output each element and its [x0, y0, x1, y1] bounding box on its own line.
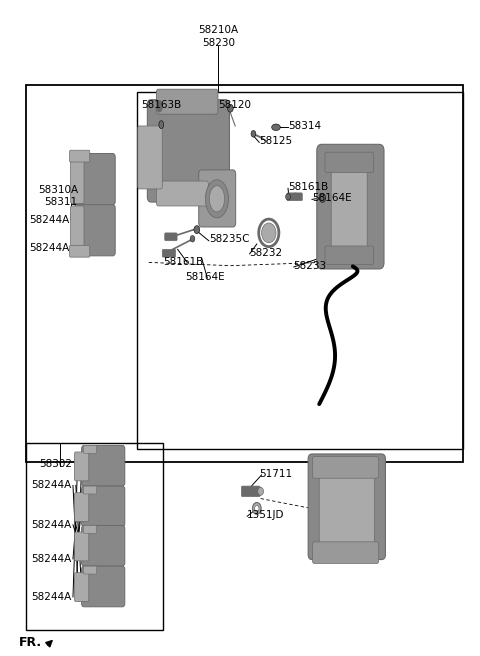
Ellipse shape: [272, 124, 280, 131]
FancyBboxPatch shape: [82, 445, 125, 486]
Ellipse shape: [258, 487, 264, 495]
Ellipse shape: [228, 104, 233, 112]
Ellipse shape: [205, 180, 228, 218]
Ellipse shape: [254, 505, 259, 512]
Text: 58163B: 58163B: [142, 100, 182, 110]
Text: 58164E: 58164E: [312, 193, 352, 203]
Text: 58310A: 58310A: [38, 185, 79, 195]
FancyBboxPatch shape: [84, 566, 96, 574]
Bar: [137, 92, 463, 449]
Text: 1351JD: 1351JD: [247, 510, 285, 520]
FancyBboxPatch shape: [308, 454, 385, 560]
Text: 58302: 58302: [39, 459, 72, 470]
Ellipse shape: [209, 186, 225, 212]
Ellipse shape: [190, 236, 195, 242]
FancyBboxPatch shape: [74, 154, 115, 205]
Ellipse shape: [262, 223, 276, 243]
FancyBboxPatch shape: [147, 100, 229, 202]
Text: 58120: 58120: [218, 100, 252, 110]
Text: FR.: FR.: [19, 636, 42, 649]
Ellipse shape: [156, 100, 162, 112]
Ellipse shape: [252, 502, 261, 514]
Ellipse shape: [159, 121, 164, 129]
FancyBboxPatch shape: [82, 486, 125, 527]
Text: 58164E: 58164E: [185, 272, 225, 282]
FancyBboxPatch shape: [82, 525, 125, 566]
FancyBboxPatch shape: [74, 573, 89, 602]
FancyBboxPatch shape: [312, 542, 379, 564]
FancyBboxPatch shape: [331, 171, 367, 249]
FancyBboxPatch shape: [74, 493, 89, 522]
Text: 58161B: 58161B: [163, 257, 204, 268]
Text: 58244A: 58244A: [31, 480, 72, 491]
FancyBboxPatch shape: [82, 566, 125, 607]
Text: 58314: 58314: [288, 121, 321, 131]
FancyBboxPatch shape: [317, 144, 384, 269]
FancyBboxPatch shape: [156, 181, 208, 206]
FancyBboxPatch shape: [84, 525, 96, 533]
FancyBboxPatch shape: [287, 193, 302, 201]
FancyBboxPatch shape: [241, 486, 260, 497]
Bar: [26, 85, 463, 462]
Text: 58244A: 58244A: [29, 215, 69, 225]
FancyBboxPatch shape: [312, 457, 379, 478]
FancyBboxPatch shape: [74, 205, 115, 256]
Text: 51711: 51711: [259, 468, 292, 479]
FancyBboxPatch shape: [325, 246, 373, 264]
FancyBboxPatch shape: [162, 249, 176, 257]
FancyBboxPatch shape: [325, 152, 373, 173]
Text: 58244A: 58244A: [29, 243, 69, 253]
FancyBboxPatch shape: [199, 170, 236, 227]
Ellipse shape: [286, 194, 290, 200]
Ellipse shape: [320, 194, 325, 202]
FancyBboxPatch shape: [70, 150, 90, 162]
Text: 58244A: 58244A: [31, 520, 72, 530]
Ellipse shape: [194, 226, 200, 234]
FancyBboxPatch shape: [84, 445, 96, 453]
Text: 58311: 58311: [44, 197, 77, 207]
Text: 58233: 58233: [293, 260, 326, 271]
Text: 58125: 58125: [259, 136, 292, 146]
FancyBboxPatch shape: [71, 155, 84, 203]
FancyBboxPatch shape: [165, 233, 177, 241]
Text: 58232: 58232: [250, 247, 283, 258]
Text: 58244A: 58244A: [31, 554, 72, 564]
FancyBboxPatch shape: [84, 486, 96, 494]
FancyBboxPatch shape: [74, 452, 89, 481]
FancyBboxPatch shape: [156, 89, 218, 114]
FancyBboxPatch shape: [138, 126, 162, 189]
Text: 58210A: 58210A: [198, 24, 239, 35]
Text: 58230: 58230: [202, 37, 235, 48]
FancyBboxPatch shape: [71, 206, 84, 255]
FancyBboxPatch shape: [319, 476, 374, 548]
Text: 58161B: 58161B: [288, 182, 328, 192]
Text: 58235C: 58235C: [209, 234, 249, 245]
FancyBboxPatch shape: [70, 245, 90, 257]
Text: 58244A: 58244A: [31, 592, 72, 602]
Ellipse shape: [251, 131, 256, 137]
FancyBboxPatch shape: [74, 532, 89, 561]
Bar: [26, 443, 163, 630]
